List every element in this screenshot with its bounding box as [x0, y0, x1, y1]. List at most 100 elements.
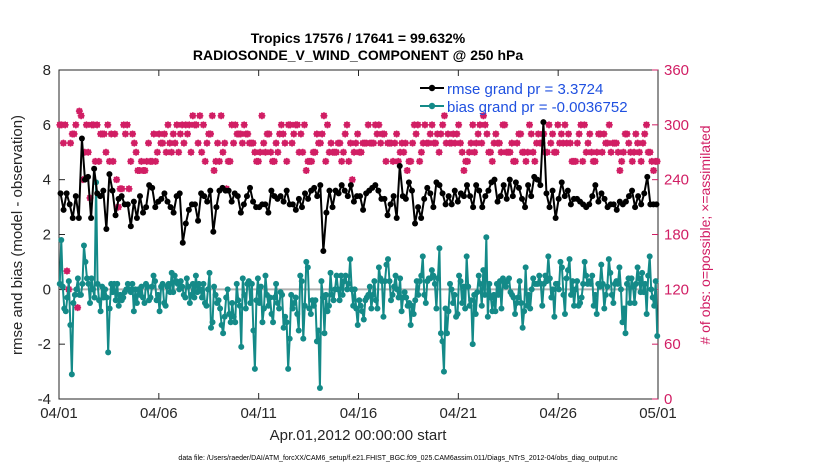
obs-assimilated-marker	[472, 139, 480, 147]
obs-assimilated-marker	[171, 139, 179, 147]
rmse-point	[176, 190, 183, 197]
obs-assimilated-marker	[343, 121, 351, 129]
bias-point	[590, 302, 597, 309]
rmse-point	[69, 215, 76, 222]
obs-assimilated-marker	[118, 185, 126, 193]
bias-point	[492, 308, 499, 315]
y-tick-right-label: 120	[664, 281, 689, 298]
obs-assimilated-marker	[352, 139, 360, 147]
rmse-point	[497, 193, 504, 200]
bias-point	[558, 264, 565, 271]
bias-point	[642, 280, 649, 287]
obs-assimilated-marker	[261, 148, 269, 156]
rmse-point	[638, 201, 645, 208]
rmse-point	[610, 201, 617, 208]
obs-assimilated-marker	[653, 157, 661, 165]
bias-point	[572, 286, 579, 293]
bias-point	[345, 280, 352, 287]
bias-point	[204, 286, 211, 293]
obs-assimilated-marker	[152, 157, 160, 165]
bias-point	[300, 335, 307, 342]
obs-assimilated-marker	[318, 130, 326, 138]
bias-point	[185, 283, 192, 290]
bias-point	[149, 283, 156, 290]
bias-point	[580, 280, 587, 287]
obs-assimilated-marker	[623, 130, 631, 138]
bias-point	[360, 316, 367, 323]
bias-point	[381, 278, 388, 285]
bias-point	[627, 300, 634, 307]
bias-point	[206, 269, 213, 276]
bias-point	[267, 294, 274, 301]
obs-assimilated-marker	[478, 139, 486, 147]
bias-point	[365, 291, 372, 298]
bias-point	[292, 294, 299, 301]
bias-point	[226, 311, 233, 318]
obs-assimilated-marker	[189, 112, 197, 120]
y-tick-right-label: 240	[664, 172, 689, 189]
bias-point	[182, 294, 189, 301]
bias-point	[241, 291, 248, 298]
y-tick-left-label: 4	[43, 172, 51, 189]
rmse-point	[522, 204, 529, 211]
obs-assimilated-marker	[281, 139, 289, 147]
bias-point	[443, 330, 450, 337]
obs-assimilated-marker	[121, 130, 129, 138]
obs-assimilated-marker	[210, 167, 218, 175]
rmse-point	[350, 198, 357, 205]
rmse-point	[491, 176, 498, 183]
y-axis-left-label: rmse and bias (model - observation)	[9, 115, 26, 355]
bias-point	[599, 280, 606, 287]
obs-assimilated-marker	[563, 139, 571, 147]
bias-point	[622, 330, 629, 337]
obs-assimilated-marker	[91, 157, 99, 165]
obs-assimilated-marker	[630, 148, 638, 156]
bias-point	[583, 272, 590, 279]
obs-assimilated-marker	[547, 139, 555, 147]
bias-point	[186, 300, 193, 307]
bias-point	[428, 267, 435, 274]
bias-point	[67, 321, 74, 328]
bias-point	[159, 280, 166, 287]
obs-assimilated-marker	[199, 121, 207, 129]
bias-point	[430, 272, 437, 279]
obs-assimilated-marker	[458, 148, 466, 156]
bias-point	[162, 302, 169, 309]
bias-point	[356, 297, 363, 304]
x-tick-label: 04/01	[40, 405, 78, 422]
rmse-point	[506, 176, 513, 183]
rmse-point	[210, 228, 217, 235]
bias-point	[288, 291, 295, 298]
obs-assimilated-marker	[481, 121, 489, 129]
obs-assimilated-marker	[495, 139, 503, 147]
rmse-point	[470, 204, 477, 211]
bias-point	[375, 264, 382, 271]
bias-point	[189, 280, 196, 287]
obs-assimilated-marker	[327, 139, 335, 147]
rmse-point	[519, 195, 526, 202]
obs-assimilated-marker	[565, 130, 573, 138]
obs-assimilated-marker	[534, 130, 542, 138]
bias-point	[380, 313, 387, 320]
bias-point	[279, 291, 286, 298]
bias-point	[276, 305, 283, 312]
bias-point	[274, 300, 281, 307]
bias-point	[138, 283, 145, 290]
bias-point	[528, 286, 535, 293]
rmse-point	[629, 187, 636, 194]
bias-point	[589, 272, 596, 279]
rmse-point	[57, 190, 64, 197]
bias-point	[229, 300, 236, 307]
bias-point	[235, 297, 242, 304]
bias-point	[368, 305, 375, 312]
rmse-point	[305, 195, 312, 202]
obs-assimilated-marker	[586, 130, 594, 138]
bias-point	[212, 291, 219, 298]
obs-assimilated-marker	[634, 139, 642, 147]
bias-point	[79, 280, 86, 287]
bias-point	[150, 272, 157, 279]
bias-point	[374, 305, 381, 312]
bias-point	[211, 283, 218, 290]
rmse-point	[136, 193, 143, 200]
